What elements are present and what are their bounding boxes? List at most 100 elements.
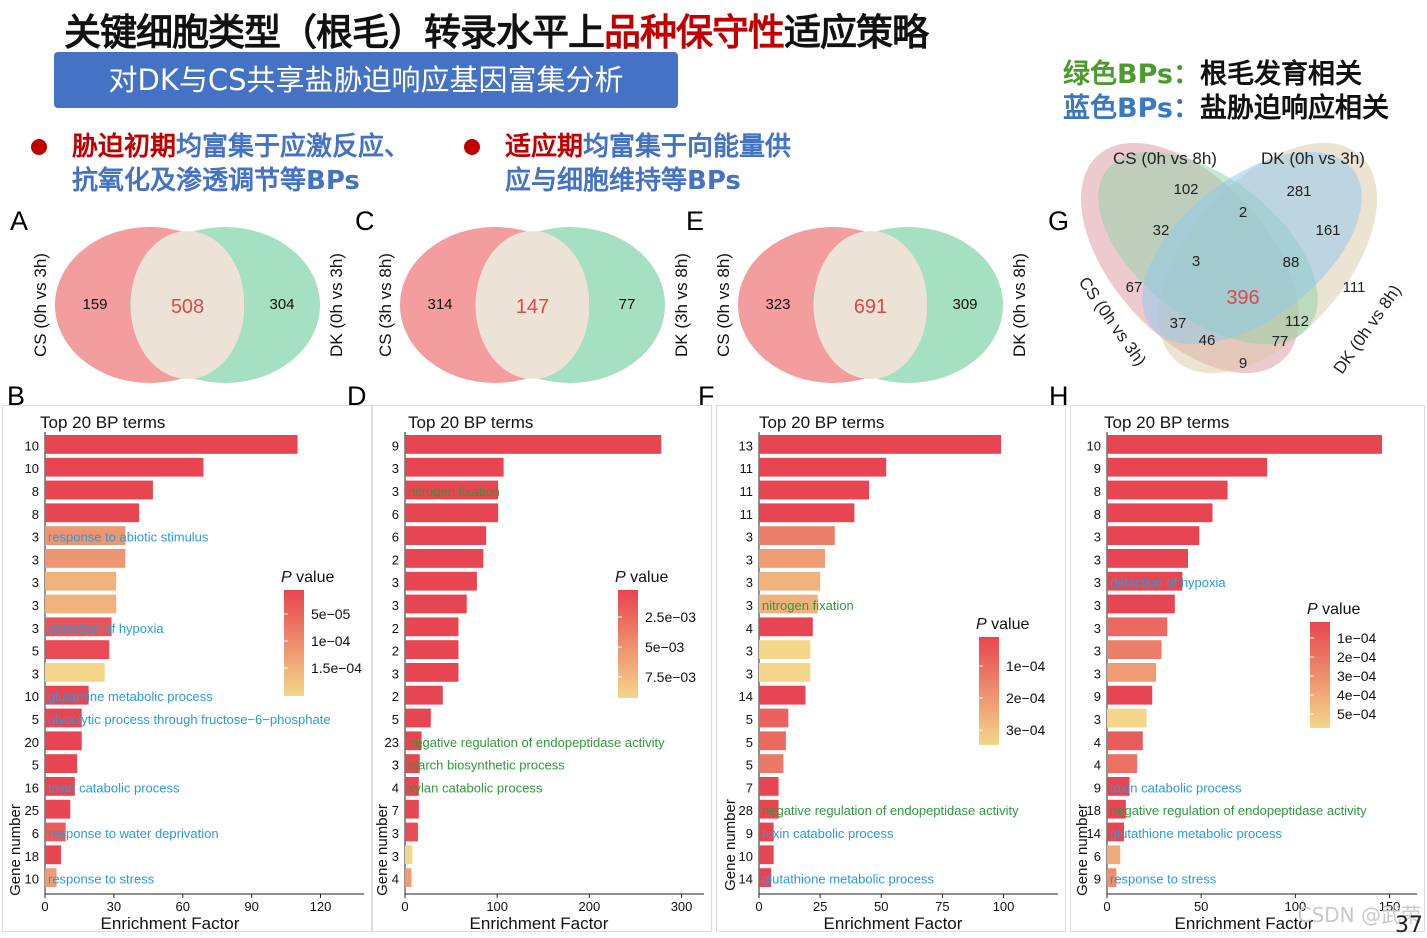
x-tick-label: 100 [993,899,1015,914]
legend-title-p: P value [1307,601,1360,618]
legend-blue-key: 蓝色BPs： [1063,93,1200,124]
bar [405,457,504,477]
bar [1107,617,1168,637]
x-tick-label: 120 [310,899,332,914]
gene-number-label: 10 [25,872,39,887]
venn-intersection [130,231,245,379]
venn-region-count: 396 [1226,287,1259,309]
bar [45,845,62,865]
gene-number-label: 3 [32,621,39,636]
panel-letter-a: A [10,206,29,236]
bar [405,799,419,819]
bar [405,731,422,751]
bar [45,799,71,819]
gene-number-label: 11 [740,484,754,499]
legend-green: 绿色BPs：根毛发育相关 [1063,52,1362,91]
gene-number-label: 14 [1087,826,1101,841]
gene-number-label: 2 [392,689,399,704]
gene-number-label: 3 [32,598,39,613]
legend-tick-label: 1e−04 [311,633,351,649]
gene-number-label: 14 [739,872,753,887]
bar [45,731,82,751]
bp-term-label: glutamine metabolic process [48,689,213,704]
bullet-adaptation: 适应期均富集于向能量供 应与细胞维持等BPs [505,130,791,198]
venn-left-count: 314 [427,296,452,313]
bar [759,571,821,591]
legend-tick-label: 1e−04 [1006,658,1046,674]
venn-region-count: 2 [1239,204,1247,221]
bar [45,526,126,545]
gene-number-label: 18 [1087,803,1101,818]
x-tick-label: 25 [813,899,827,914]
bar [759,640,811,659]
gene-number-label: 9 [1094,461,1101,476]
subtitle-text: 对DK与CS共享盐胁迫响应基因富集分析 [108,63,624,97]
legend-colorbar [979,637,999,745]
legend-blue-value: 盐胁迫响应相关 [1199,93,1389,124]
gene-number-label: 25 [25,803,39,818]
gene-number-label: 3 [1094,644,1101,659]
gene-number-label: 3 [392,575,399,590]
bp-term-label: nitrogen fixation [408,484,500,499]
title-part2: 适应策略 [784,11,929,54]
panel-letter-b: B [7,381,26,411]
bar [759,685,806,705]
gene-number-label: 3 [392,598,399,613]
venn-region-count: 102 [1173,181,1198,198]
bar [1107,822,1124,842]
bar [45,480,153,500]
gene-number-label: 3 [746,530,753,545]
gene-number-label: 9 [392,438,399,453]
bar [45,754,78,773]
x-axis-label: Enrichment Factor [824,914,963,932]
page-title: 关键细胞类型（根毛）转录水平上品种保守性适应策略 [64,2,929,56]
venn-diagram-e: 323 691 309 CS (0h vs 8h) DK (0h vs 8h) [714,227,1029,383]
venn-shared-count: 508 [171,296,204,318]
venn-diagram-c: 314 147 77 CS (3h vs 8h) DK (3h vs 8h) [376,227,691,383]
bar [405,594,467,614]
bp-term-label: nitrogen fixation [762,598,854,613]
gene-number-label: 10 [739,849,753,864]
panel-letter-e: E [686,206,705,236]
gene-number-label: 6 [32,826,39,841]
gene-number-label: 13 [739,438,753,453]
legend-tick-label: 2e−04 [1006,690,1046,706]
bar [45,822,66,842]
x-tick-label: 50 [1194,899,1208,914]
bar-chart-f: Top 20 BP terms 13 11 11 11 3 3 3 3 nitrogen fixa… [716,405,1066,932]
bar [405,663,459,682]
bp-term-label: response to stress [1110,872,1217,887]
bar [45,663,105,682]
bar [1107,685,1153,705]
x-tick-label: 75 [935,899,949,914]
legend-colorbar [1310,622,1330,728]
x-tick-label: 100 [1285,899,1307,914]
venn-shared-count: 147 [516,296,549,318]
bullet-2-text-line1: 均富集于向能量供 [583,132,792,162]
venn-label-cs-0h-8h: CS (0h vs 8h) [1113,149,1217,168]
bar [759,845,774,865]
venn-right-count: 309 [952,296,977,313]
bullet-dot [31,139,47,155]
bar [1107,868,1117,887]
gene-number-label: 3 [1094,552,1101,567]
bar [759,777,779,796]
legend-tick-label: 3e−04 [1337,668,1377,684]
gene-number-label: 10 [25,438,39,453]
venn-right-label: DK (0h vs 3h) [327,253,346,357]
venn-region-count: 77 [1272,333,1289,350]
gene-number-label: 2 [392,621,399,636]
x-axis-label: Enrichment Factor [470,914,609,932]
panel-letter-d: D [347,381,367,411]
legend-tick-label: 1.5e−04 [311,660,362,676]
bp-term-label: negative regulation of endopeptidase act… [1110,803,1367,818]
gene-number-label: 3 [1094,575,1101,590]
gene-number-label: 3 [746,644,753,659]
bp-term-label: negative regulation of endopeptidase act… [762,803,1019,818]
bar [405,777,419,796]
bp-term-label: glutathione metabolic process [762,872,934,887]
gene-number-label: 18 [25,849,39,864]
bar [1107,526,1200,545]
venn-region-count: 37 [1170,315,1187,332]
gene-number-label: 3 [392,758,399,773]
